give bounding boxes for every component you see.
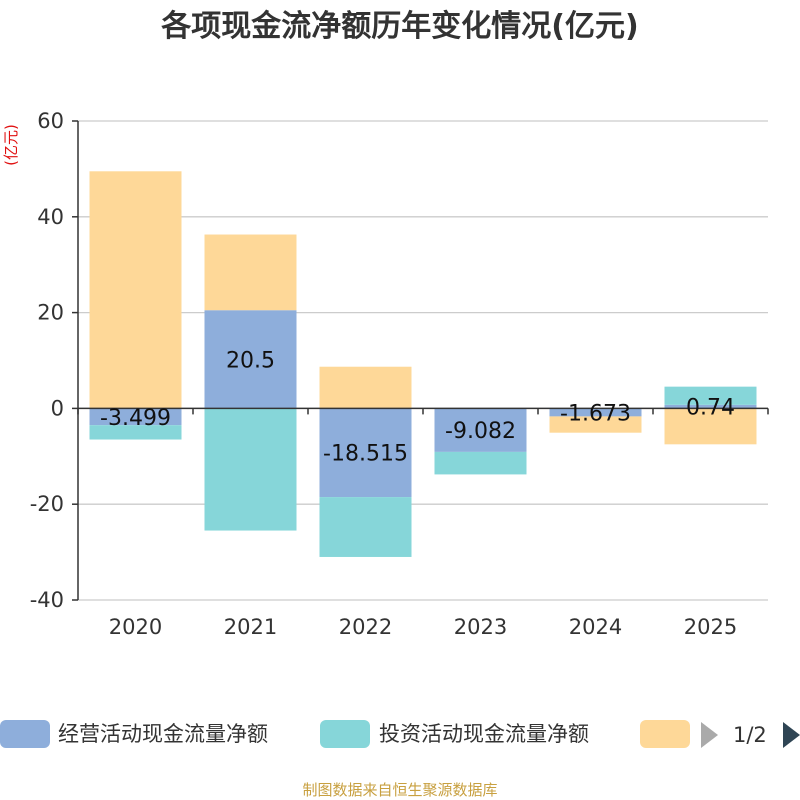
x-tick-label: 2021 xyxy=(224,615,277,639)
bar-series1-2022[interactable] xyxy=(319,408,412,498)
legend-swatch-1[interactable] xyxy=(0,720,50,748)
y-tick-label: 20 xyxy=(37,301,64,325)
bar-series3-2025[interactable] xyxy=(664,408,757,445)
x-tick-label: 2020 xyxy=(109,615,162,639)
bar-series1-2021[interactable] xyxy=(204,310,297,409)
bar-series2-2023[interactable] xyxy=(434,451,527,475)
y-tick-label: -20 xyxy=(30,492,64,516)
legend-swatch-3[interactable] xyxy=(640,720,690,748)
x-tick-label: 2025 xyxy=(684,615,737,639)
bar-series2-2025[interactable] xyxy=(664,386,757,405)
y-tick-label: -40 xyxy=(30,588,64,612)
data-label-2025: 0.74 xyxy=(686,396,735,421)
data-label-2021: 20.5 xyxy=(226,348,275,373)
legend-prev-arrow-icon[interactable] xyxy=(701,722,718,748)
legend-label-2[interactable]: 投资活动现金流量净额 xyxy=(379,722,589,746)
y-tick-label: 60 xyxy=(37,109,64,133)
data-label-2020: -3.499 xyxy=(100,406,171,431)
y-tick-label: 40 xyxy=(37,205,64,229)
x-tick-label: 2024 xyxy=(569,615,622,639)
bars xyxy=(89,171,757,557)
bar-series2-2021[interactable] xyxy=(204,408,297,531)
data-label-2024: -1.673 xyxy=(560,401,631,426)
legend: 经营活动现金流量净额 投资活动现金流量净额 1/2 xyxy=(0,720,800,748)
legend-page-indicator: 1/2 xyxy=(733,723,767,747)
chart-title: 各项现金流净额历年变化情况(亿元) xyxy=(160,9,638,44)
tick-labels: 60 40 20 0 -20 -40 2020 2021 2022 2023 2024 2025 xyxy=(30,109,738,639)
y-tick-label: 0 xyxy=(51,396,64,420)
legend-next-arrow-icon[interactable] xyxy=(783,722,800,748)
x-tick-label: 2022 xyxy=(339,615,392,639)
data-labels: -3.499 20.5 -18.515 -9.082 -1.673 0.74 xyxy=(100,348,735,466)
legend-swatch-2[interactable] xyxy=(320,720,370,748)
y-axis-unit-label: (亿元) xyxy=(2,124,20,166)
data-label-2022: -18.515 xyxy=(323,442,408,467)
x-tick-label: 2023 xyxy=(454,615,507,639)
bar-series3-2024[interactable] xyxy=(549,416,642,433)
axes xyxy=(72,120,769,601)
legend-label-1[interactable]: 经营活动现金流量净额 xyxy=(58,722,268,746)
bar-series3-2020[interactable] xyxy=(89,171,182,409)
bar-series2-2020[interactable] xyxy=(89,425,182,440)
source-footnote: 制图数据来自恒生聚源数据库 xyxy=(302,781,497,799)
bar-series3-2021[interactable] xyxy=(204,234,297,311)
bar-series1-2020[interactable] xyxy=(89,408,182,426)
bar-series1-2023[interactable] xyxy=(434,408,527,452)
bar-series1-2024[interactable] xyxy=(549,408,642,417)
bar-series3-2022[interactable] xyxy=(319,366,412,409)
bar-series2-2022[interactable] xyxy=(319,497,412,557)
bar-series1-2025[interactable] xyxy=(664,404,757,409)
data-label-2023: -9.082 xyxy=(445,419,516,444)
